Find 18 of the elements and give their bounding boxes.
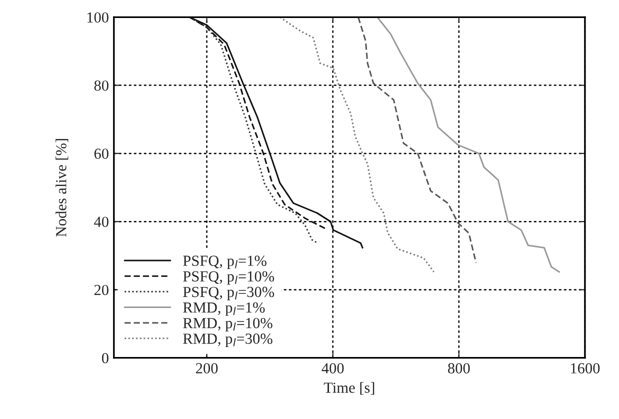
legend-label: RMD, p$_{l}$=10% [183, 318, 272, 332]
legend-label: RMD, p$_{l}$=1% [183, 302, 265, 316]
y-tick-label: 20 [94, 284, 108, 296]
y-tick-label: 100 [87, 12, 108, 23]
y-tick-label: 60 [94, 148, 108, 159]
y-tick-label: 80 [94, 80, 108, 91]
y-tick-label: 40 [94, 216, 108, 228]
x-tick-label: 200 [196, 363, 218, 374]
x-axis-title: Time [s] [324, 382, 374, 395]
y-tick-label: 0 [102, 352, 108, 364]
x-tick-label: 400 [322, 363, 344, 374]
legend-label: RMD, p$_{l}$=30% [183, 334, 272, 347]
x-tick-label: 1600 [571, 363, 600, 374]
legend-label: PSFQ, p$_{l}$=10% [183, 271, 274, 285]
legend-label: PSFQ, p$_{l}$=1% [183, 256, 266, 270]
legend-label: PSFQ, p$_{l}$=30% [183, 286, 274, 300]
x-tick-label: 800 [448, 363, 470, 374]
y-axis-title: Nodes alive [%] [56, 139, 68, 237]
